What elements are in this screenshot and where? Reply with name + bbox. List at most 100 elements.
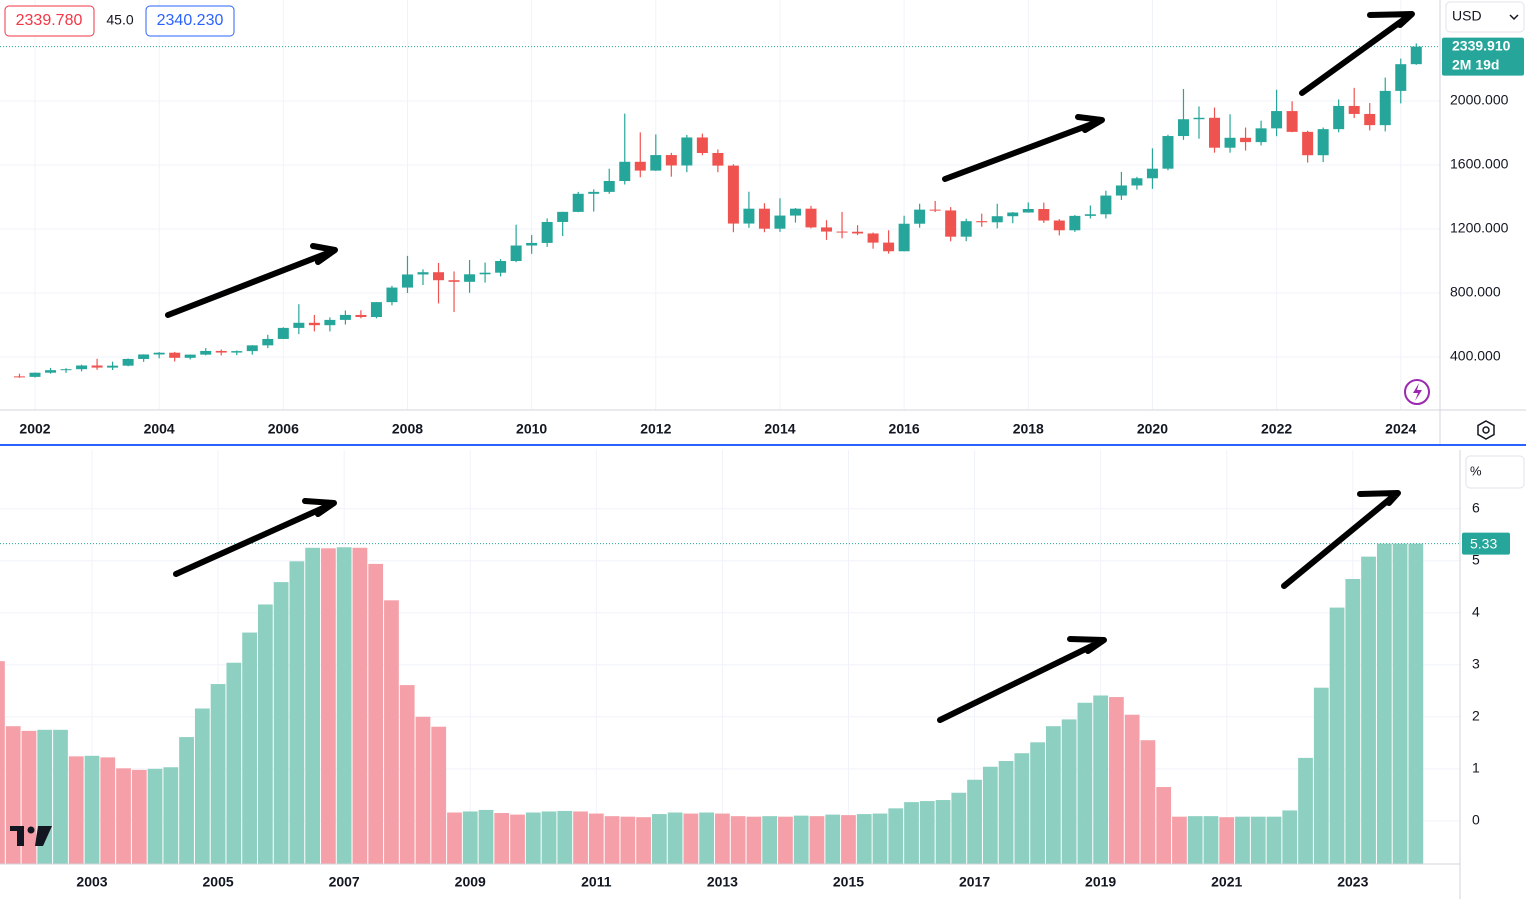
buy-box[interactable]	[145, 5, 235, 37]
candle-body	[262, 338, 274, 346]
candle-body	[712, 152, 724, 166]
candle-body	[401, 274, 413, 288]
candle-body	[1410, 46, 1422, 65]
buy-price[interactable]: 2340.230	[157, 12, 224, 29]
candle-body	[13, 376, 25, 378]
candle-body	[138, 354, 150, 359]
x-tick-label: 2016	[889, 421, 920, 437]
x-tick-label: 2010	[516, 421, 547, 437]
bar	[1250, 816, 1266, 864]
candle-body	[665, 155, 677, 166]
bar	[1282, 810, 1298, 864]
top-grid	[0, 0, 1440, 410]
candle-body	[122, 358, 134, 366]
bar	[809, 816, 825, 864]
candle-body	[1224, 137, 1236, 148]
candle-body	[619, 161, 631, 181]
candle-body	[634, 161, 646, 171]
y-tick-label: 3	[1472, 656, 1480, 672]
candle-body	[1364, 113, 1376, 126]
candle-body	[572, 193, 584, 212]
candle-body	[1022, 209, 1034, 213]
bar	[935, 800, 951, 864]
candle-body	[696, 137, 708, 153]
x-tick-label: 2006	[268, 421, 299, 437]
bar	[100, 757, 116, 864]
candle-body	[1007, 212, 1019, 217]
candle-body	[836, 231, 848, 233]
bar	[1361, 556, 1376, 864]
x-tick-label: 2021	[1211, 874, 1242, 890]
price-labels: 2339.910 2M 19d 5.33	[1442, 37, 1524, 555]
bar	[1077, 702, 1093, 864]
x-tick-label: 2012	[640, 421, 671, 437]
x-tick-label: 2015	[833, 874, 864, 890]
candles	[0, 43, 1440, 378]
annotation-arrows	[165, 11, 1415, 723]
last-value-label: 5.33	[1470, 535, 1497, 551]
bar	[179, 737, 194, 864]
candle-body	[914, 209, 926, 224]
candle-body	[681, 137, 693, 166]
x-tick-label: 2018	[1013, 421, 1044, 437]
bar	[919, 801, 935, 864]
bar	[967, 779, 982, 864]
y-tick-label: 1600.000	[1450, 156, 1509, 172]
bar	[1093, 695, 1109, 864]
bar	[1345, 578, 1361, 864]
x-tick-label: 2017	[959, 874, 990, 890]
bar	[683, 813, 699, 864]
bar	[68, 756, 84, 864]
settings-icon[interactable]	[1477, 420, 1495, 440]
bar	[352, 547, 368, 864]
candle-body	[929, 209, 941, 211]
candle-body	[1193, 117, 1205, 120]
candle-body	[945, 210, 957, 237]
bar	[194, 708, 210, 864]
bar	[226, 662, 242, 864]
y-tick-label: 4	[1472, 603, 1480, 619]
bar	[856, 814, 872, 864]
candle-body	[1302, 131, 1314, 156]
candle-body	[898, 223, 910, 252]
bar	[447, 812, 462, 864]
bar	[746, 816, 762, 864]
candle-body	[1240, 137, 1252, 143]
bar	[1187, 816, 1203, 864]
bar	[210, 684, 226, 864]
x-tick-label: 2019	[1085, 874, 1116, 890]
candle-body	[1255, 128, 1267, 143]
candle-body	[29, 372, 41, 377]
candle-body	[370, 302, 382, 318]
bar	[1061, 719, 1077, 864]
bar	[163, 767, 179, 864]
bar	[1109, 697, 1124, 864]
currency-select[interactable]	[1445, 1, 1525, 33]
sell-price[interactable]: 2339.780	[16, 12, 83, 29]
bar	[1313, 687, 1329, 864]
candle-body	[883, 242, 895, 252]
candle-body	[184, 354, 196, 358]
dropdown-caret	[1509, 14, 1519, 21]
candle-body	[324, 319, 336, 326]
candle-body	[215, 350, 227, 353]
candle-body	[1146, 168, 1158, 179]
candle-body	[991, 216, 1003, 223]
x-tick-label: 2014	[764, 421, 795, 437]
candle-body	[1053, 220, 1065, 231]
candle-body	[45, 370, 57, 373]
bar	[573, 811, 588, 864]
bar	[1329, 607, 1345, 864]
bar	[982, 766, 998, 864]
unit-label: %	[1470, 463, 1482, 478]
bar	[778, 816, 793, 864]
currency[interactable]: USD	[1452, 8, 1482, 24]
sell-box[interactable]	[4, 5, 95, 37]
unit-box[interactable]	[1465, 455, 1525, 489]
bar	[1298, 757, 1313, 864]
bar	[1219, 817, 1235, 864]
bar	[0, 661, 5, 864]
candle-body	[1286, 111, 1298, 132]
bar	[1392, 543, 1408, 864]
